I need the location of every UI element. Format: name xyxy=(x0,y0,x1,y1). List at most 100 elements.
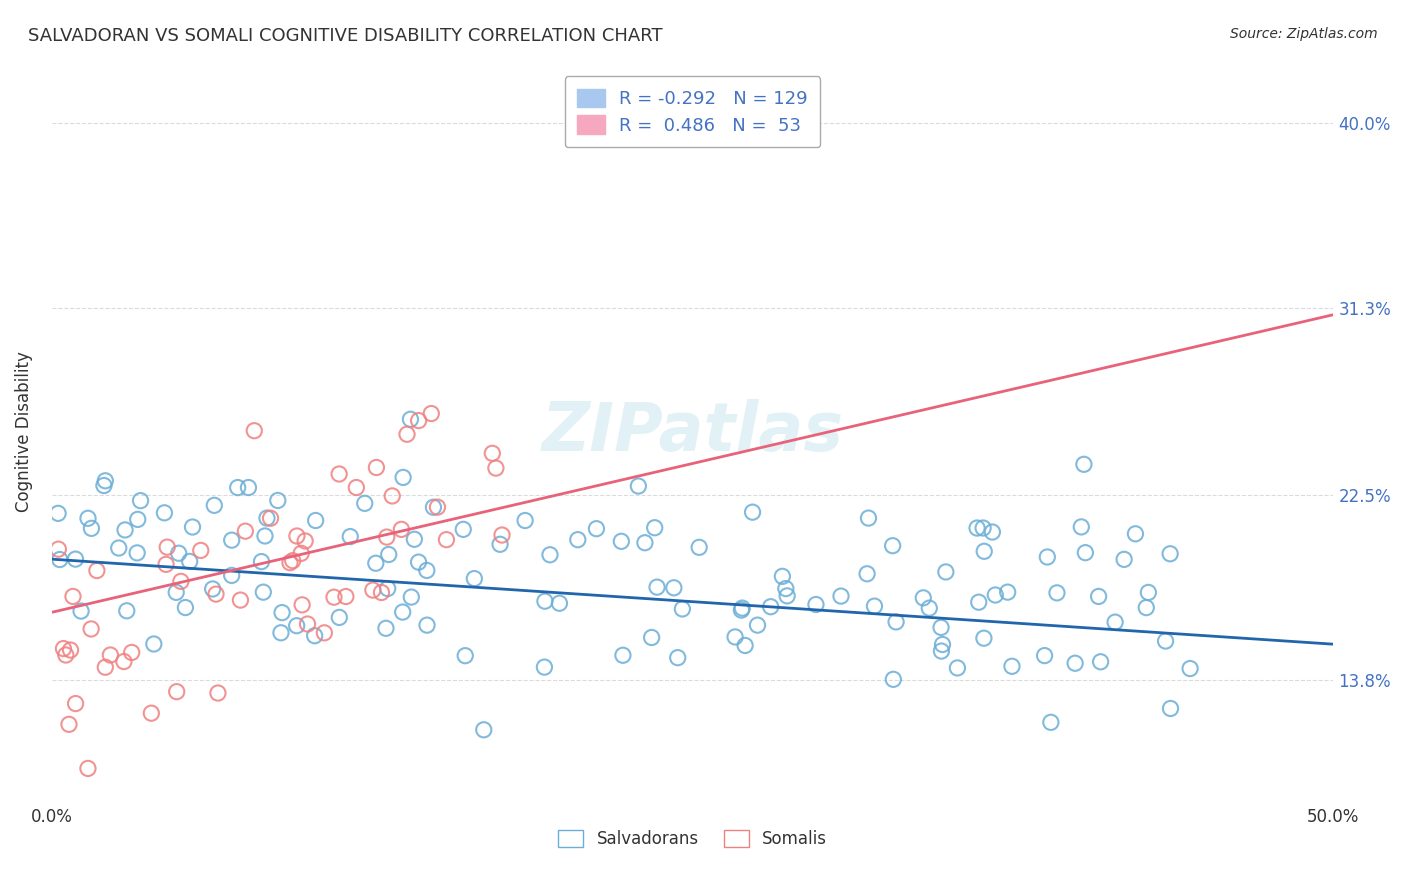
Point xyxy=(305,514,328,528)
Point xyxy=(141,706,163,721)
Point xyxy=(267,493,290,508)
Point xyxy=(485,461,508,475)
Point xyxy=(389,522,412,536)
Point xyxy=(165,585,187,599)
Point xyxy=(671,602,693,616)
Point xyxy=(662,581,685,595)
Point xyxy=(174,600,197,615)
Point xyxy=(724,630,747,644)
Point xyxy=(775,582,797,596)
Point xyxy=(344,481,367,495)
Point xyxy=(55,648,77,662)
Point xyxy=(190,543,212,558)
Point xyxy=(804,598,827,612)
Point xyxy=(256,511,278,525)
Point xyxy=(377,582,399,596)
Point xyxy=(946,661,969,675)
Point xyxy=(370,585,392,599)
Point xyxy=(375,621,398,635)
Point xyxy=(52,641,75,656)
Point xyxy=(1135,600,1157,615)
Point xyxy=(730,603,752,617)
Point xyxy=(252,585,274,599)
Point xyxy=(1036,549,1059,564)
Point xyxy=(107,541,129,555)
Point xyxy=(323,591,346,605)
Text: SALVADORAN VS SOMALI COGNITIVE DISABILITY CORRELATION CHART: SALVADORAN VS SOMALI COGNITIVE DISABILIT… xyxy=(28,27,662,45)
Point xyxy=(533,660,555,674)
Point xyxy=(65,697,87,711)
Point xyxy=(416,563,439,577)
Point xyxy=(304,629,326,643)
Point xyxy=(156,540,179,554)
Point xyxy=(377,548,399,562)
Point xyxy=(1160,701,1182,715)
Point xyxy=(489,537,512,551)
Point xyxy=(666,650,689,665)
Point xyxy=(612,648,634,663)
Point xyxy=(80,521,103,535)
Point xyxy=(297,617,319,632)
Point xyxy=(610,534,633,549)
Point xyxy=(62,590,84,604)
Point xyxy=(250,555,273,569)
Point xyxy=(291,598,314,612)
Point xyxy=(627,479,650,493)
Point xyxy=(1064,657,1087,671)
Point xyxy=(314,625,336,640)
Y-axis label: Cognitive Disability: Cognitive Disability xyxy=(15,351,32,512)
Point xyxy=(285,618,308,632)
Point xyxy=(734,639,756,653)
Point xyxy=(59,643,82,657)
Point xyxy=(1001,659,1024,673)
Point xyxy=(1125,526,1147,541)
Point xyxy=(1159,547,1181,561)
Point xyxy=(353,496,375,510)
Point xyxy=(451,522,474,536)
Point xyxy=(226,481,249,495)
Point xyxy=(858,511,880,525)
Point xyxy=(364,556,387,570)
Point xyxy=(463,572,485,586)
Text: Source: ZipAtlas.com: Source: ZipAtlas.com xyxy=(1230,27,1378,41)
Point xyxy=(408,555,430,569)
Point xyxy=(221,568,243,582)
Point xyxy=(259,511,281,525)
Point xyxy=(202,499,225,513)
Point xyxy=(173,824,195,838)
Point xyxy=(392,470,415,484)
Point xyxy=(426,500,449,515)
Legend: Salvadorans, Somalis: Salvadorans, Somalis xyxy=(551,823,834,855)
Point xyxy=(548,596,571,610)
Point xyxy=(1070,520,1092,534)
Point xyxy=(153,506,176,520)
Point xyxy=(270,625,292,640)
Point xyxy=(481,446,503,460)
Point xyxy=(513,514,536,528)
Point xyxy=(129,493,152,508)
Point xyxy=(112,655,135,669)
Point xyxy=(235,524,257,538)
Point xyxy=(271,606,294,620)
Point xyxy=(436,533,458,547)
Point xyxy=(77,761,100,775)
Point xyxy=(1137,585,1160,599)
Point xyxy=(399,412,422,426)
Point xyxy=(538,548,561,562)
Point xyxy=(121,645,143,659)
Point xyxy=(1073,458,1095,472)
Point xyxy=(127,512,149,526)
Point xyxy=(243,424,266,438)
Point xyxy=(491,528,513,542)
Point xyxy=(585,522,607,536)
Point xyxy=(65,552,87,566)
Point xyxy=(328,467,350,481)
Point xyxy=(391,605,413,619)
Point xyxy=(918,601,941,615)
Point xyxy=(404,533,426,547)
Point xyxy=(416,618,439,632)
Point xyxy=(1114,552,1136,566)
Point xyxy=(1033,648,1056,663)
Point xyxy=(281,554,304,568)
Point xyxy=(278,556,301,570)
